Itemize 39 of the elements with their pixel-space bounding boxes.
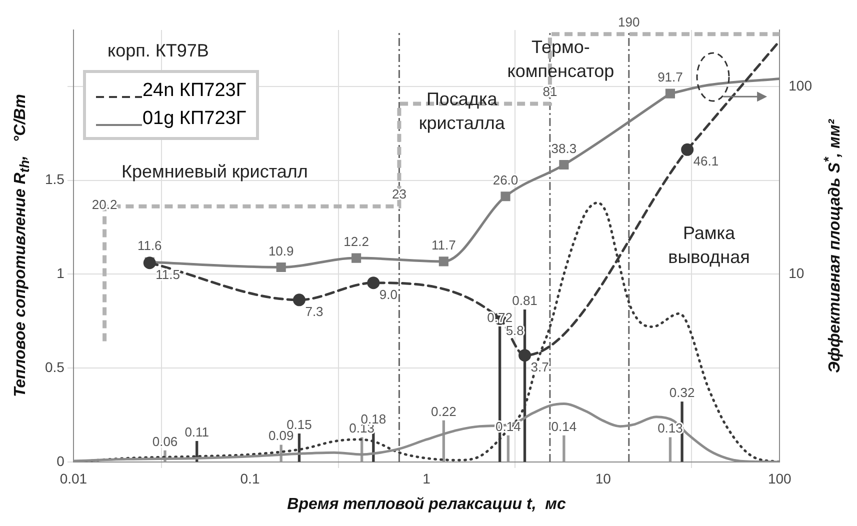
data-label: 38.3 xyxy=(551,140,577,156)
annotation: корп. КТ97В xyxy=(108,40,209,61)
legend-label: 24n КП723Г xyxy=(142,79,246,103)
x-tick-label: 10 xyxy=(595,470,612,486)
x-tick-label: 0.01 xyxy=(60,470,88,486)
data-label: 0.11 xyxy=(184,424,210,440)
data-label: 9.0 xyxy=(379,286,398,302)
data-label: 0.32 xyxy=(669,384,695,400)
data-label: 0.14 xyxy=(551,418,577,434)
data-label: 91.7 xyxy=(658,70,683,85)
x-axis-title: Время тепловой релаксации t, мс xyxy=(287,496,566,513)
x-tick-label: 100 xyxy=(768,470,792,486)
data-label: 0.81 xyxy=(512,292,538,308)
data-label: 46.1 xyxy=(693,154,719,169)
x-tick-label: 1 xyxy=(422,470,431,486)
data-label: 11.6 xyxy=(137,238,162,254)
annotation: Рамка выводная xyxy=(668,222,750,267)
data-label: 0.22 xyxy=(431,404,456,419)
data-label: 26.0 xyxy=(492,172,518,188)
y2-tick-label: 1.5 xyxy=(44,171,65,188)
y2-tick-label: 0 xyxy=(56,452,65,469)
data-label: 11.7 xyxy=(431,238,456,253)
data-label: 7.3 xyxy=(305,304,324,319)
y2-tick-label: 0.5 xyxy=(44,358,65,375)
data-label: 12.2 xyxy=(344,234,369,250)
annotation: Термо- компенсатор xyxy=(507,37,614,82)
data-label: 81 xyxy=(542,84,558,99)
x-tick-label: 0.1 xyxy=(240,470,260,486)
data-label: 11.5 xyxy=(156,266,180,282)
legend-label: 01g КП723Г xyxy=(142,107,246,131)
data-label: 10.9 xyxy=(268,243,294,258)
y2-tick-label: 1 xyxy=(56,265,65,282)
data-label: 23 xyxy=(392,186,406,202)
data-label: 190 xyxy=(618,14,640,30)
annotation: Кремниевый кристалл xyxy=(121,162,308,182)
data-label: 3.7 xyxy=(530,359,549,374)
annotation: Посадка кристалла xyxy=(418,89,506,134)
data-label: 0.06 xyxy=(152,434,178,449)
data-label: 20.2 xyxy=(92,197,118,212)
